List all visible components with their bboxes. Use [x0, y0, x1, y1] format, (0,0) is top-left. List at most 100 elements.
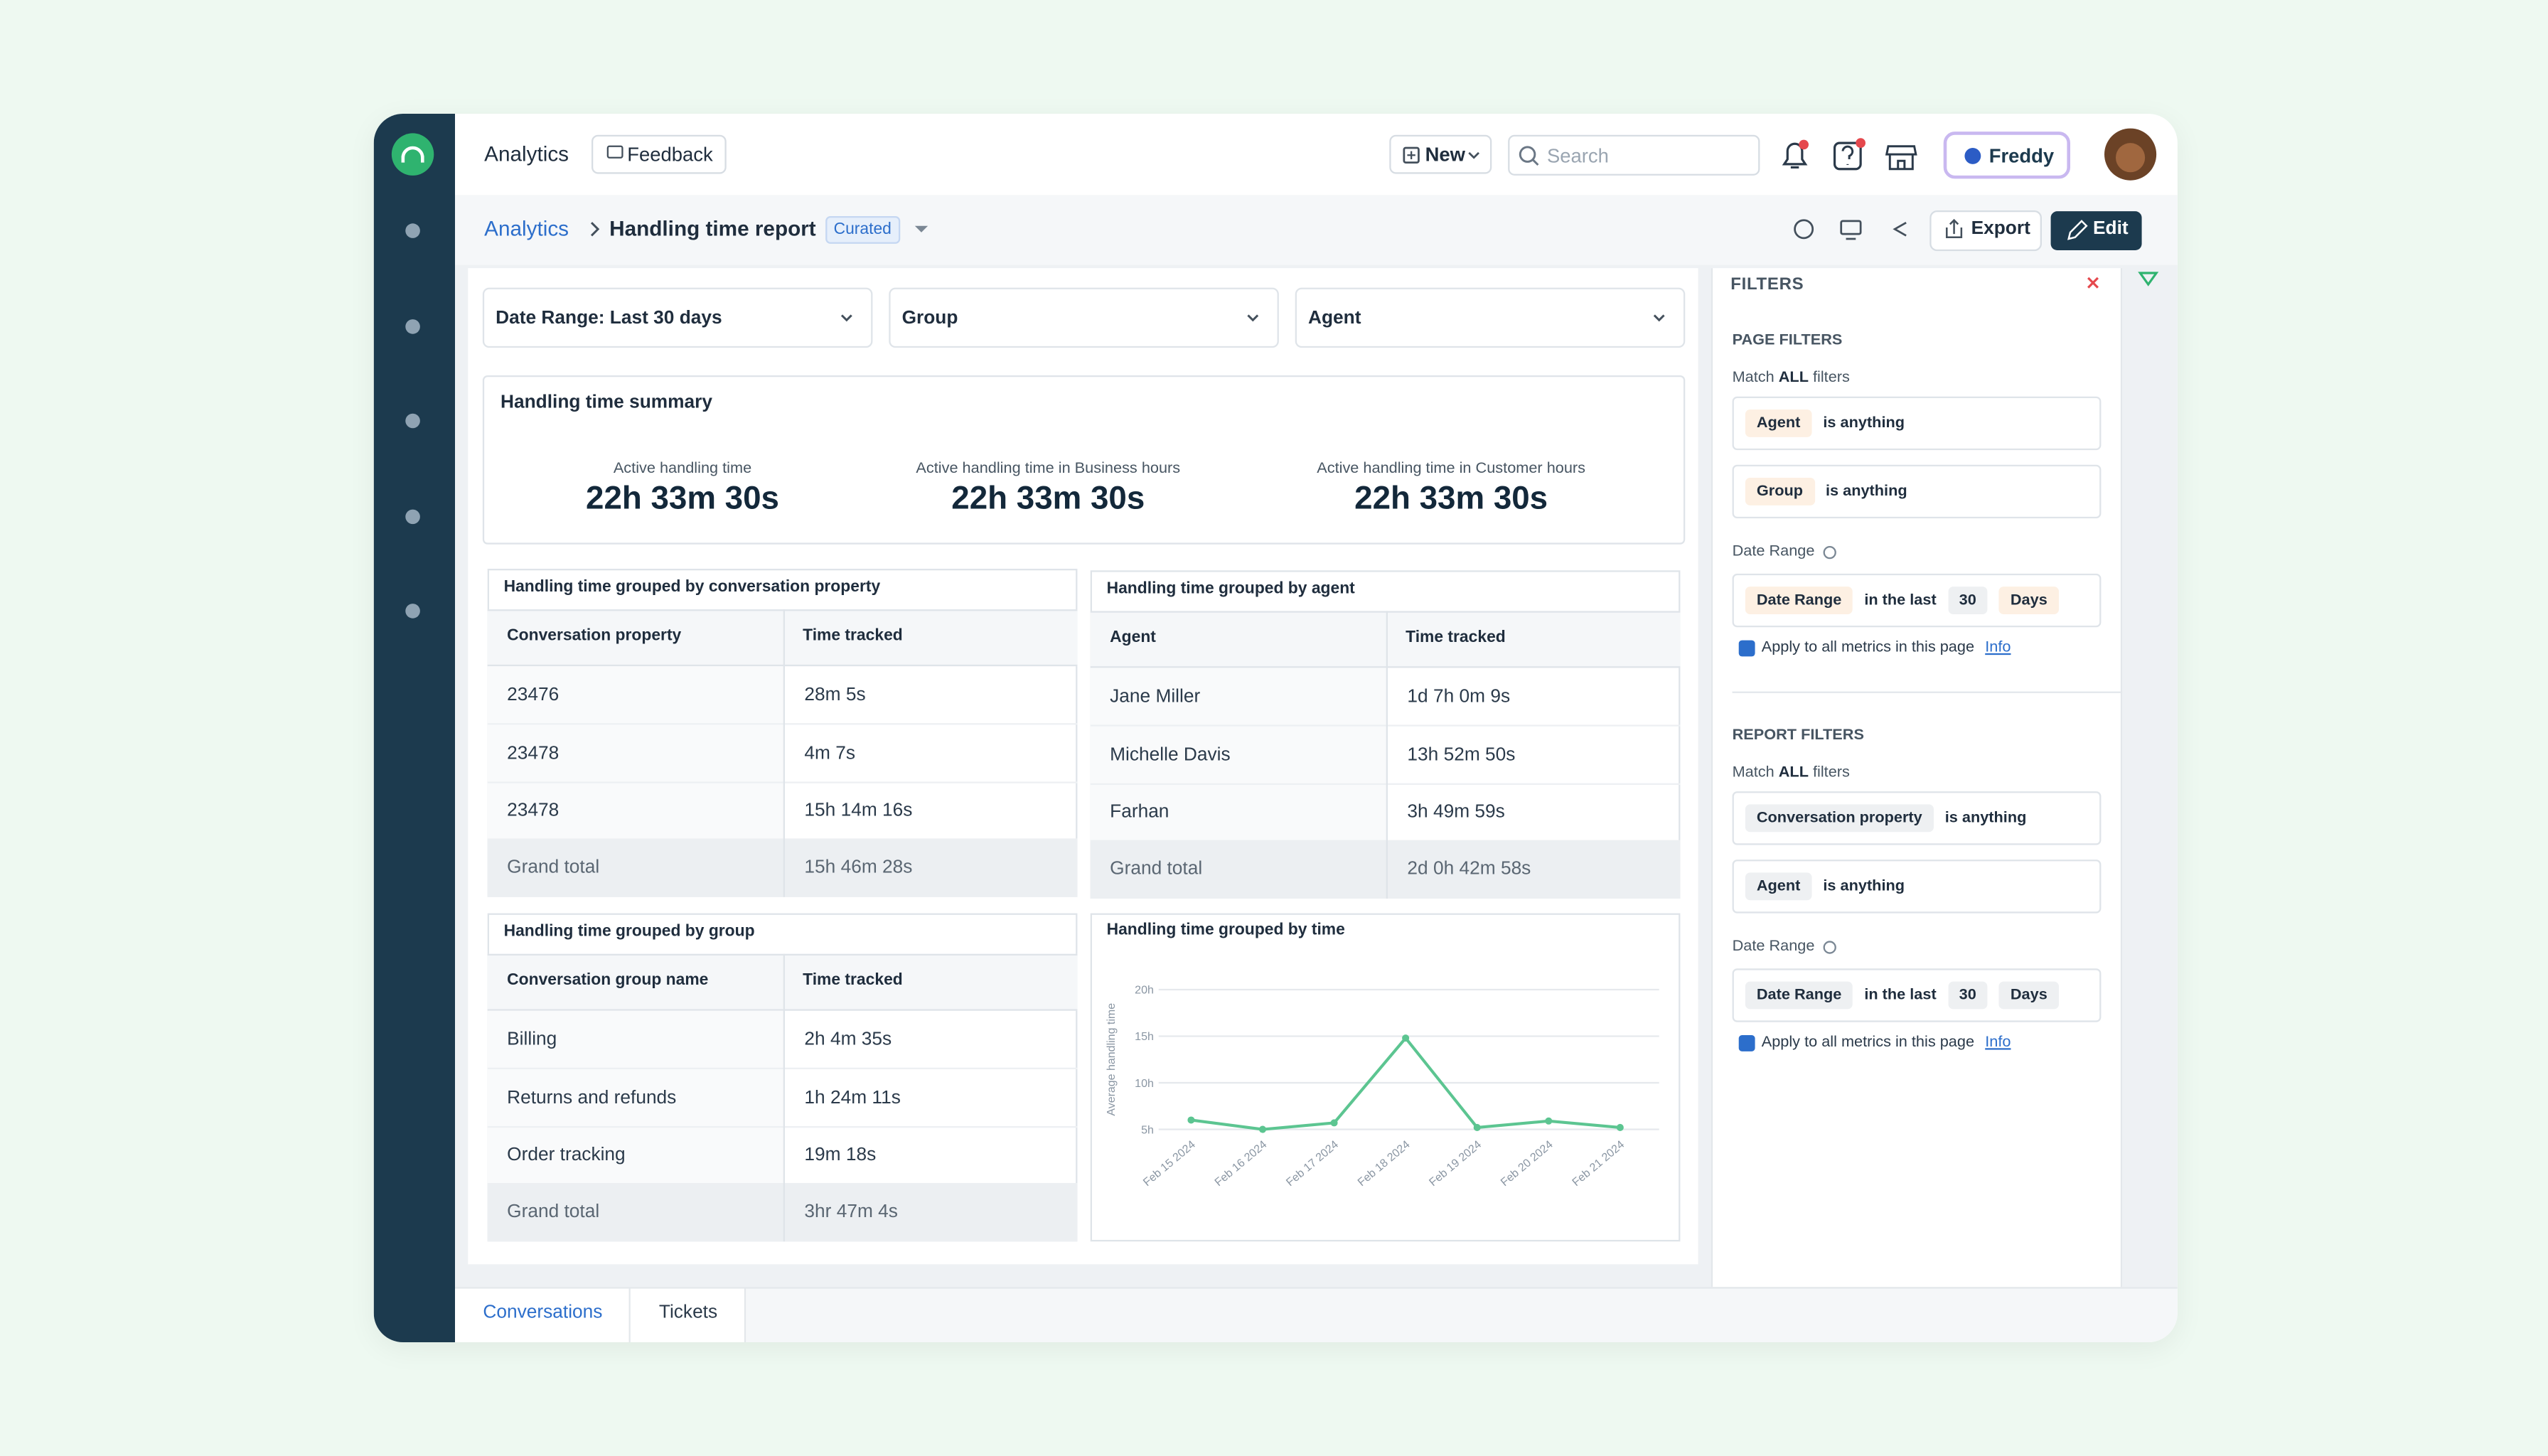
- table-cell: 23478: [507, 743, 560, 764]
- search-placeholder: Search: [1546, 144, 1609, 168]
- filter-condition[interactable]: Date Range in the last 30 Days: [1732, 968, 2102, 1022]
- filter-tag: 30: [1947, 981, 1988, 1010]
- data-point: [1545, 1117, 1553, 1125]
- grand-total-cell: 2d 0h 42m 58s: [1407, 860, 1531, 879]
- dropdown[interactable]: [889, 287, 1279, 348]
- table-header: [487, 953, 1078, 1011]
- table-cell: 23478: [507, 801, 560, 821]
- checkbox[interactable]: [1738, 640, 1755, 657]
- chart-card: [1090, 913, 1681, 1242]
- page-title: Analytics: [484, 141, 569, 166]
- curated-tag: [825, 215, 901, 244]
- checkbox[interactable]: [1738, 1034, 1755, 1051]
- filter-operator: is anything: [1944, 809, 2027, 828]
- grand-total-cell: 15h 46m 28s: [804, 857, 913, 878]
- metric-label: Active handling time: [613, 459, 752, 478]
- table-cell: Farhan: [1110, 803, 1169, 823]
- summary-title: Handling time summary: [500, 393, 712, 413]
- row-divider: [1090, 724, 1681, 727]
- new-button[interactable]: [1389, 134, 1492, 174]
- filter-operator: is anything: [1825, 482, 1907, 500]
- row-divider: [1090, 782, 1681, 784]
- row-divider: [487, 1125, 1078, 1128]
- filter-tag: Agent: [1745, 872, 1812, 901]
- grand-total-row: [487, 1182, 1078, 1242]
- filter-condition[interactable]: Date Range in the last 30 Days: [1732, 573, 2102, 628]
- breadcrumb-root[interactable]: Analytics: [484, 215, 569, 241]
- grand-total-row: [487, 838, 1078, 897]
- y-tick-label: 20h: [1135, 985, 1154, 997]
- table-cell: Jane Miller: [1110, 687, 1201, 707]
- dropdown-label: Agent: [1307, 308, 1361, 328]
- filter-tag: Group: [1745, 477, 1814, 505]
- column-header: Time tracked: [803, 971, 903, 990]
- data-point: [1258, 1125, 1267, 1133]
- caret-path: [1653, 314, 1665, 322]
- row-divider: [487, 781, 1078, 783]
- freddy-label[interactable]: Freddy: [1988, 144, 2055, 168]
- match-keyword: ALL: [1778, 368, 1809, 387]
- chart-title: Handling time grouped by time: [1106, 921, 1345, 940]
- apply-label: Apply to all metrics in this page: [1761, 1033, 1975, 1051]
- date-label: Date Range: [1733, 931, 1836, 964]
- x-tick-label: Feb 16 2024: [1213, 1138, 1270, 1189]
- match-keyword: ALL: [1778, 764, 1809, 782]
- table-cell: 15h 14m 16s: [804, 801, 913, 821]
- feedback-label: Feedback: [627, 143, 713, 166]
- table-cell: 2h 4m 35s: [804, 1030, 892, 1050]
- metric-value: 22h 33m 30s: [1354, 481, 1548, 517]
- column-header: Time tracked: [803, 627, 903, 646]
- new-label: New: [1425, 143, 1465, 166]
- row-divider: [487, 723, 1078, 725]
- table-cell: Billing: [507, 1030, 557, 1050]
- x-tick-label: Feb 21 2024: [1570, 1138, 1627, 1189]
- line-chart: Average handling time 5h 10h 15h 20h Feb 15 2…: [1106, 985, 1659, 1189]
- column-header: Time tracked: [1406, 628, 1506, 647]
- x-tick-label: Feb 17 2024: [1284, 1138, 1341, 1189]
- table-cell: 28m 5s: [804, 685, 866, 705]
- tab-label[interactable]: Tickets: [658, 1303, 718, 1323]
- x-tick-label: Feb 19 2024: [1427, 1138, 1484, 1189]
- filter-operator: in the last: [1864, 591, 1937, 610]
- search-box[interactable]: [1508, 134, 1760, 176]
- breadcrumb-current: Handling time report: [609, 215, 816, 241]
- table-cell: 19m 18s: [804, 1145, 877, 1165]
- dropdown-label: Group: [901, 308, 958, 328]
- filter-operator: is anything: [1823, 414, 1905, 432]
- filters-title: FILTERS: [1730, 274, 1804, 294]
- tab[interactable]: [454, 1288, 631, 1342]
- table-title: Handling time grouped by group: [503, 923, 755, 941]
- export-label[interactable]: Export: [1971, 219, 2030, 239]
- tab[interactable]: [630, 1288, 746, 1342]
- info-link[interactable]: Info: [1985, 1033, 2011, 1051]
- first-column-bg: [487, 666, 783, 840]
- dropdown-caret: [1653, 314, 1665, 322]
- filter-condition[interactable]: Agent is anything: [1732, 860, 2102, 914]
- data-point: [1473, 1123, 1481, 1131]
- match-line: Match ALL filters: [1733, 757, 1850, 790]
- info-icon: [1822, 545, 1836, 560]
- filter-condition[interactable]: Conversation property is anything: [1732, 791, 2102, 845]
- date-label-text: Date Range: [1732, 542, 1815, 561]
- edit-label[interactable]: Edit: [2092, 219, 2129, 239]
- curated-label: Curated: [833, 220, 892, 238]
- filter-condition[interactable]: Group is anything: [1732, 464, 2102, 519]
- table-header: [487, 609, 1078, 667]
- dropdown-caret: [840, 314, 852, 322]
- grand-total-cell: Grand total: [1110, 860, 1203, 879]
- data-point: [1402, 1034, 1410, 1042]
- info-icon: [1822, 941, 1836, 954]
- table-cell: 23476: [507, 685, 560, 705]
- feedback-button[interactable]: [591, 134, 727, 174]
- tab-label[interactable]: Conversations: [483, 1303, 603, 1323]
- summary-card: [482, 375, 1686, 545]
- filter-tag: Agent: [1745, 409, 1812, 437]
- filter-condition[interactable]: Agent is anything: [1732, 396, 2102, 451]
- first-column-bg: [487, 1010, 783, 1185]
- table-header: [1090, 611, 1681, 668]
- dropdown[interactable]: [482, 287, 873, 348]
- table-cell: 3h 49m 59s: [1407, 803, 1505, 823]
- info-link[interactable]: Info: [1985, 638, 2011, 657]
- match-suffix: filters: [1812, 764, 1850, 782]
- dropdown[interactable]: [1295, 287, 1686, 348]
